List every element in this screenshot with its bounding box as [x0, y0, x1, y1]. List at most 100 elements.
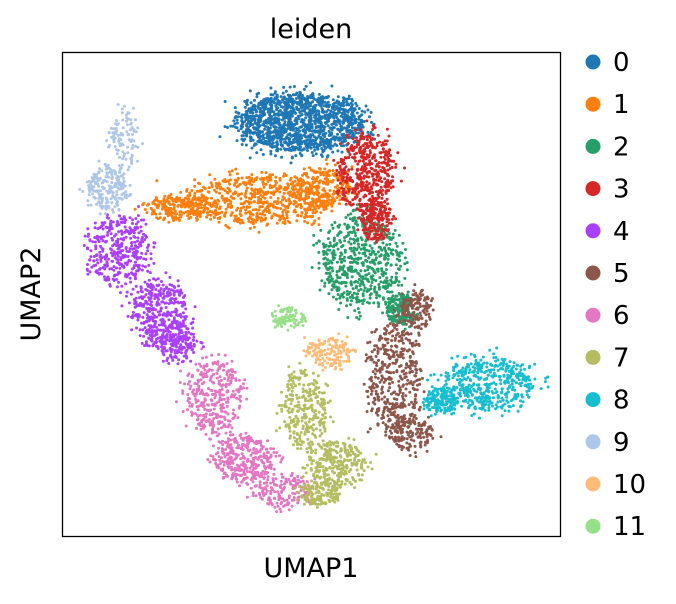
point-cluster-0: [308, 133, 312, 137]
point-cluster-4: [184, 342, 188, 346]
point-cluster-5: [397, 384, 401, 388]
point-cluster-5: [388, 322, 392, 326]
point-cluster-3: [380, 151, 383, 154]
point-cluster-3: [371, 174, 375, 178]
point-cluster-0: [327, 94, 330, 98]
point-cluster-1: [252, 225, 256, 229]
point-cluster-4: [163, 287, 166, 291]
point-cluster-4: [160, 337, 164, 341]
point-cluster-5: [414, 339, 418, 343]
point-cluster-4: [83, 234, 87, 238]
point-cluster-4: [124, 247, 128, 251]
point-cluster-2: [334, 285, 338, 289]
point-cluster-2: [324, 261, 328, 265]
point-cluster-1: [257, 195, 260, 199]
point-cluster-1: [313, 211, 317, 215]
point-cluster-0: [340, 150, 344, 154]
point-cluster-2: [356, 307, 360, 311]
point-cluster-0: [344, 109, 348, 113]
point-cluster-1: [152, 208, 156, 212]
point-cluster-1: [170, 197, 174, 201]
point-cluster-0: [343, 139, 347, 143]
point-cluster-1: [318, 179, 322, 183]
point-cluster-2: [361, 292, 365, 296]
point-cluster-3: [362, 176, 366, 180]
point-cluster-2: [394, 263, 398, 267]
point-cluster-1: [276, 196, 280, 200]
point-cluster-2: [387, 301, 391, 305]
point-cluster-2: [312, 243, 316, 247]
point-cluster-3: [372, 155, 376, 159]
point-cluster-1: [179, 190, 183, 194]
point-cluster-0: [283, 137, 287, 141]
point-cluster-0: [342, 118, 346, 122]
point-cluster-1: [180, 198, 184, 202]
point-cluster-4: [143, 238, 147, 242]
point-cluster-1: [261, 190, 265, 194]
point-cluster-1: [298, 184, 302, 188]
point-cluster-1: [250, 187, 254, 191]
point-cluster-3: [371, 137, 375, 141]
point-cluster-0: [235, 121, 239, 125]
point-cluster-5: [413, 374, 417, 378]
point-cluster-2: [338, 257, 342, 261]
point-cluster-3: [372, 216, 376, 220]
point-cluster-4: [116, 241, 119, 245]
point-cluster-2: [405, 293, 409, 297]
point-cluster-3: [386, 202, 390, 206]
point-cluster-0: [291, 93, 295, 97]
point-cluster-0: [263, 127, 267, 131]
point-cluster-4: [138, 242, 142, 246]
point-cluster-1: [227, 199, 231, 202]
point-cluster-1: [304, 171, 308, 175]
point-cluster-0: [269, 86, 273, 90]
point-cluster-2: [380, 248, 384, 252]
point-cluster-0: [342, 137, 346, 141]
point-cluster-1: [248, 216, 252, 220]
point-cluster-1: [163, 203, 166, 206]
point-cluster-1: [307, 195, 311, 199]
point-cluster-3: [372, 223, 376, 227]
point-cluster-4: [147, 344, 151, 348]
point-cluster-4: [171, 341, 175, 345]
point-cluster-0: [279, 95, 283, 99]
point-cluster-3: [385, 164, 389, 168]
point-cluster-1: [335, 196, 339, 200]
point-cluster-4: [99, 253, 103, 257]
point-cluster-1: [215, 186, 219, 190]
point-cluster-2: [370, 246, 374, 250]
point-cluster-2: [367, 272, 371, 276]
point-cluster-3: [339, 173, 343, 177]
point-cluster-0: [347, 123, 351, 127]
point-cluster-2: [326, 258, 330, 262]
point-cluster-0: [336, 95, 340, 99]
point-cluster-1: [286, 182, 290, 186]
point-cluster-0: [334, 123, 338, 127]
point-cluster-2: [323, 284, 327, 288]
point-cluster-0: [284, 97, 288, 101]
point-cluster-1: [212, 215, 216, 219]
point-cluster-0: [288, 141, 292, 145]
point-cluster-4: [144, 257, 148, 261]
point-cluster-0: [276, 132, 280, 136]
point-cluster-2: [381, 241, 385, 245]
point-cluster-1: [299, 193, 302, 197]
point-cluster-1: [315, 189, 319, 193]
point-cluster-5: [420, 376, 424, 380]
point-cluster-1: [223, 189, 227, 193]
point-cluster-1: [236, 217, 240, 221]
point-cluster-2: [349, 237, 352, 241]
point-cluster-2: [403, 256, 407, 260]
point-cluster-0: [248, 111, 252, 115]
point-cluster-0: [300, 113, 304, 117]
point-cluster-3: [341, 162, 345, 166]
point-cluster-1: [263, 213, 267, 217]
point-cluster-4: [116, 247, 120, 251]
point-cluster-4: [145, 289, 149, 292]
point-cluster-1: [154, 196, 158, 199]
point-cluster-0: [306, 98, 309, 101]
point-cluster-2: [357, 251, 361, 255]
point-cluster-4: [173, 351, 177, 355]
point-cluster-4: [134, 284, 138, 288]
point-cluster-2: [332, 245, 335, 249]
